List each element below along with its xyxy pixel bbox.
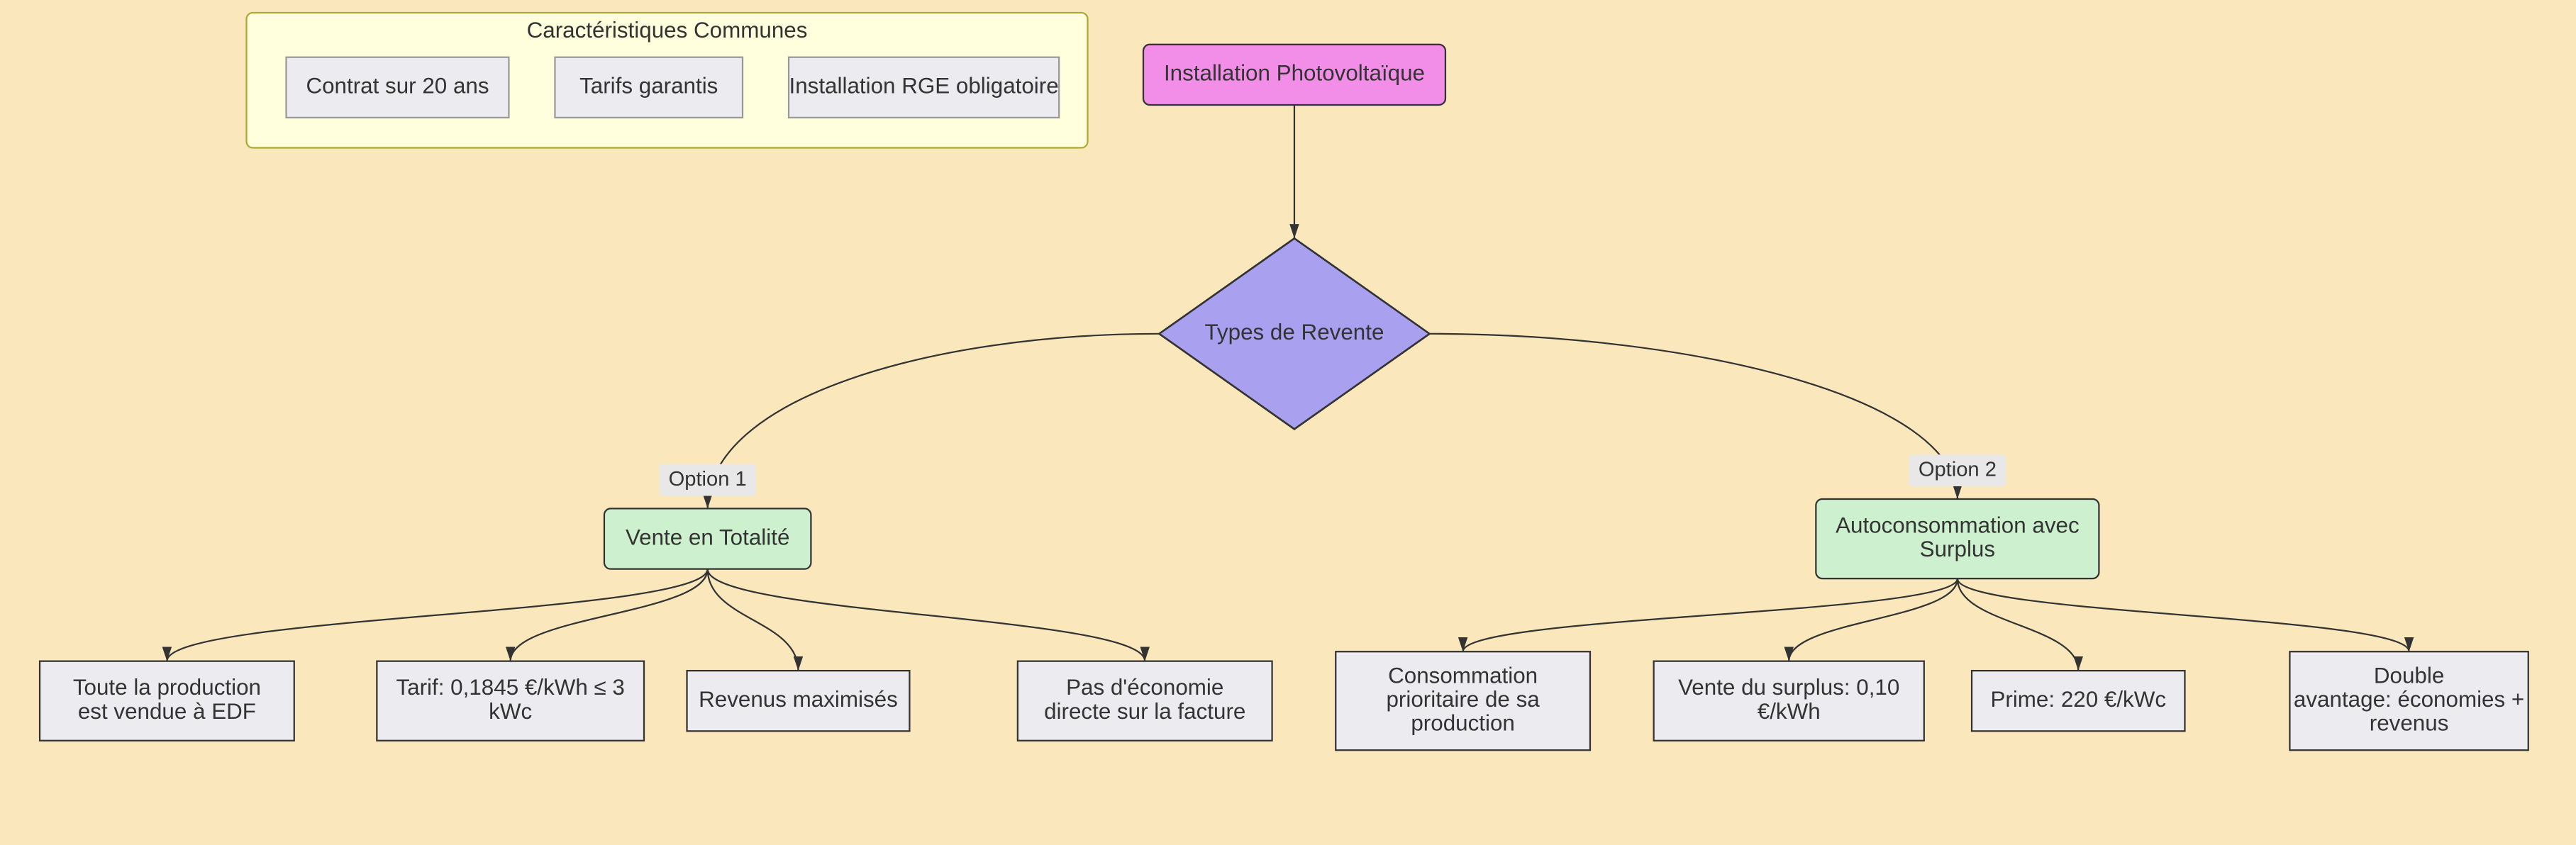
- svg-text:Pas d'économie: Pas d'économie: [1066, 675, 1223, 700]
- node-l1: Toute la productionest vendue à EDF: [40, 661, 294, 741]
- svg-text:Autoconsommation avec: Autoconsommation avec: [1836, 513, 2080, 538]
- diagram-container: Caractéristiques Communes Contrat sur 20 …: [0, 0, 2576, 845]
- node-r3: Prime: 220 €/kWc: [1972, 671, 2184, 731]
- node-l4: Pas d'économiedirecte sur la facture: [1018, 661, 1272, 741]
- node-opt2: Autoconsommation avecSurplus: [1816, 499, 2099, 578]
- svg-text:Option 2: Option 2: [1919, 458, 1997, 481]
- svg-text:est vendue à EDF: est vendue à EDF: [78, 699, 256, 724]
- svg-text:prioritaire de sa: prioritaire de sa: [1386, 687, 1540, 712]
- svg-text:Contrat sur 20 ans: Contrat sur 20 ans: [306, 74, 489, 99]
- svg-text:Tarifs garantis: Tarifs garantis: [579, 74, 718, 99]
- svg-text:Surplus: Surplus: [1920, 537, 1995, 561]
- svg-text:Vente en Totalité: Vente en Totalité: [626, 525, 789, 549]
- svg-text:directe sur la facture: directe sur la facture: [1044, 699, 1245, 724]
- svg-text:Types de Revente: Types de Revente: [1205, 320, 1384, 345]
- node-l3: Revenus maximisés: [687, 671, 910, 731]
- svg-text:production: production: [1411, 711, 1515, 736]
- svg-text:Tarif: 0,1845 €/kWh ≤ 3: Tarif: 0,1845 €/kWh ≤ 3: [396, 675, 624, 700]
- svg-text:Toute la production: Toute la production: [73, 675, 261, 700]
- svg-text:Revenus maximisés: Revenus maximisés: [699, 687, 898, 712]
- node-root: Installation Photovoltaïque: [1143, 45, 1445, 105]
- svg-text:Installation RGE obligatoire: Installation RGE obligatoire: [789, 74, 1058, 99]
- node-r4: Doubleavantage: économies +revenus: [2289, 651, 2528, 750]
- svg-text:Double: Double: [2374, 663, 2444, 688]
- node-l2: Tarif: 0,1845 €/kWh ≤ 3kWc: [377, 661, 644, 741]
- svg-text:revenus: revenus: [2370, 711, 2449, 736]
- node-opt1: Vente en Totalité: [604, 508, 811, 569]
- svg-text:kWc: kWc: [489, 699, 532, 724]
- svg-text:avantage: économies +: avantage: économies +: [2294, 687, 2524, 712]
- node-r1: Consommationprioritaire de saproduction: [1336, 651, 1590, 750]
- svg-text:Prime: 220 €/kWc: Prime: 220 €/kWc: [1990, 687, 2166, 712]
- node-r2: Vente du surplus: 0,10€/kWh: [1654, 661, 1924, 741]
- svg-text:€/kWh: €/kWh: [1758, 699, 1821, 724]
- svg-text:Vente du surplus: 0,10: Vente du surplus: 0,10: [1678, 675, 1899, 700]
- svg-text:Option 1: Option 1: [669, 468, 747, 491]
- svg-text:Consommation: Consommation: [1388, 663, 1538, 688]
- svg-text:Installation Photovoltaïque: Installation Photovoltaïque: [1164, 61, 1425, 86]
- subgraph-title: Caractéristiques Communes: [527, 18, 808, 43]
